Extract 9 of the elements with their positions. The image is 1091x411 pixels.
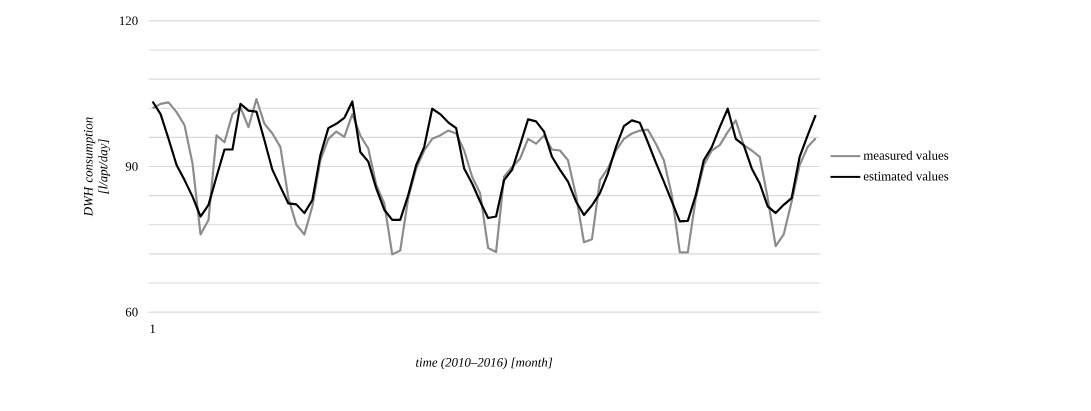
legend-label: measured values — [863, 150, 949, 160]
x-tick-label: 1 — [150, 324, 156, 334]
line-series — [151, 98, 817, 256]
y-axis-title: DWH consumption [l/apt/day] — [83, 117, 111, 217]
x-axis-title: time (2010–2016) [month] — [416, 357, 553, 370]
y-tick-label: 60 — [125, 308, 138, 317]
y-tick-label: 90 — [125, 162, 138, 172]
legend-label: estimated values — [863, 171, 949, 181]
y-tick-label: 120 — [119, 16, 138, 26]
